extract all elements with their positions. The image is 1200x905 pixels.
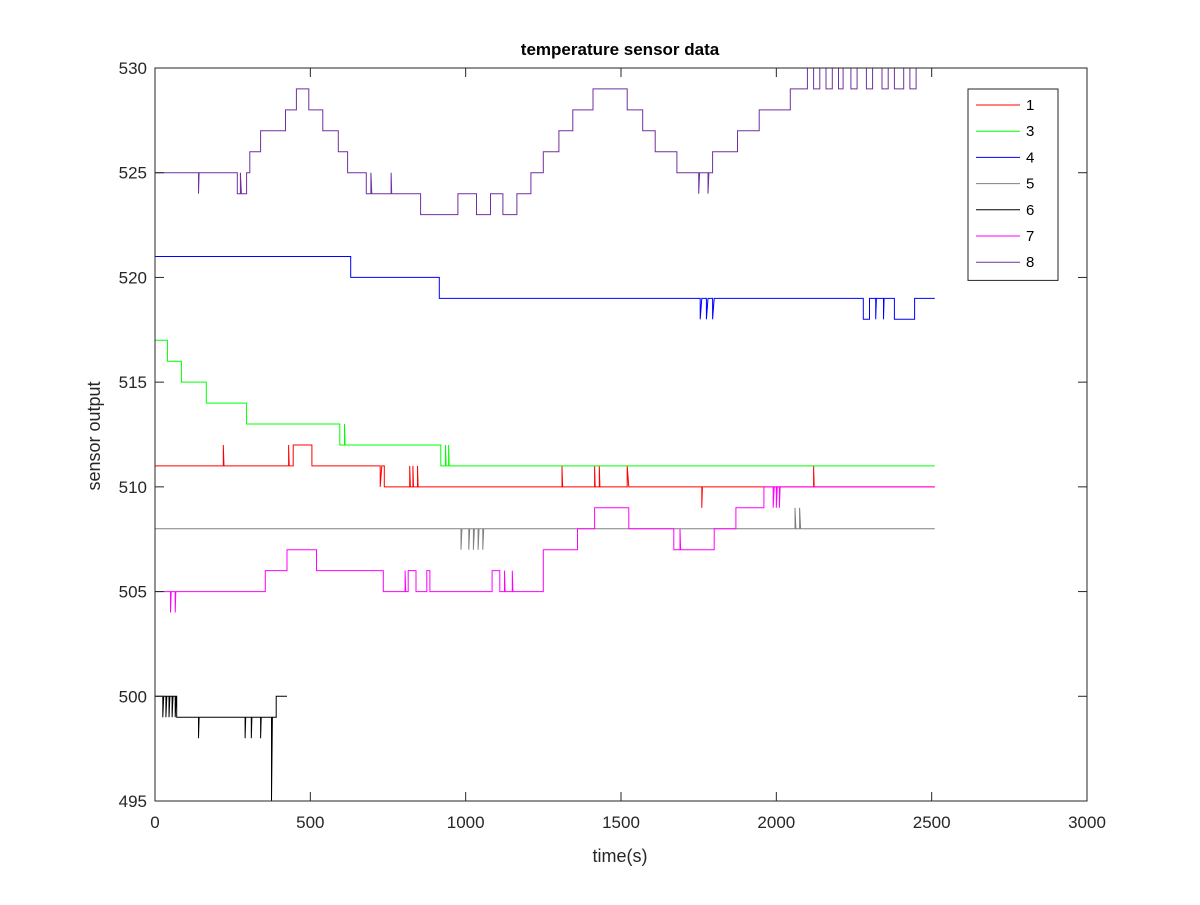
legend-box: [967, 88, 1059, 281]
series-line-3: [155, 339, 935, 467]
y-tick-label: 495: [119, 792, 147, 811]
y-tick-label: 515: [119, 373, 147, 392]
x-tick-label: 1000: [447, 813, 485, 832]
y-tick-label: 500: [119, 687, 147, 706]
x-tick-label: 2000: [757, 813, 795, 832]
series-line-6: [155, 695, 287, 801]
axes-box: [154, 67, 1088, 802]
series-line-7: [155, 486, 935, 613]
legend-label-6: 6: [1026, 202, 1034, 219]
series-line-5: [155, 507, 935, 550]
series-line-4: [155, 256, 935, 320]
y-tick-label: 510: [119, 478, 147, 497]
plot-area: [155, 68, 935, 801]
legend-label-7: 7: [1026, 228, 1034, 245]
y-tick-label: 525: [119, 164, 147, 183]
legend-label-3: 3: [1026, 123, 1034, 140]
series-line-8: [155, 68, 935, 216]
chart-title: temperature sensor data: [521, 40, 720, 59]
x-tick-label: 0: [150, 813, 159, 832]
y-tick-label: 505: [119, 583, 147, 602]
x-tick-label: 500: [296, 813, 324, 832]
x-tick-label: 2500: [913, 813, 951, 832]
legend-label-5: 5: [1026, 176, 1034, 193]
x-axis-label: time(s): [593, 846, 648, 866]
y-tick-label: 520: [119, 268, 147, 287]
legend-label-8: 8: [1026, 254, 1034, 271]
legend-label-4: 4: [1026, 149, 1034, 166]
y-axis-label: sensor output: [84, 381, 104, 490]
axes: 0 500 1000 1500 2000 2500 3000 495 500 505 510 515 5…: [119, 59, 1106, 832]
legend: 1 3 4 5 6 7 8: [967, 88, 1059, 281]
x-tick-label: 1500: [602, 813, 640, 832]
series-line-1: [155, 444, 935, 508]
y-tick-label: 530: [119, 59, 147, 78]
legend-label-1: 1: [1026, 97, 1034, 114]
x-tick-label: 3000: [1068, 813, 1106, 832]
